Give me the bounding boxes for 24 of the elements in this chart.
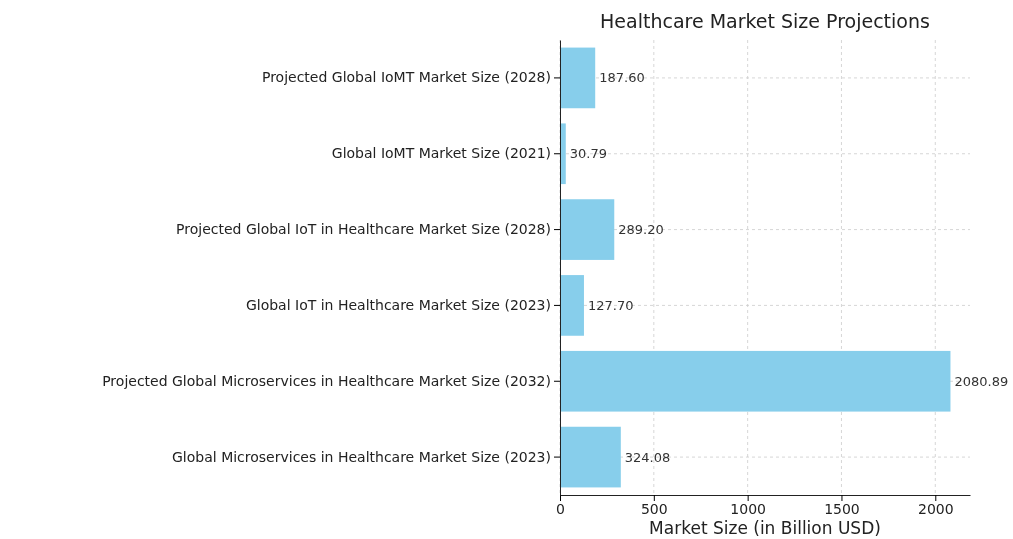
y-tick-label: Projected Global Microservices in Healthcare Market Size (2032) xyxy=(102,372,551,389)
data-label: 187.60 xyxy=(599,70,645,86)
x-tick-label: 1000 xyxy=(730,500,766,517)
data-label: 2080.89 xyxy=(954,373,1009,389)
y-tick-label: Global IoMT Market Size (2021) xyxy=(331,145,551,162)
y-tick-label: Global Microservices in Healthcare Market Size (2023) xyxy=(172,448,551,465)
y-tick-label: Projected Global IoMT Market Size (2028) xyxy=(261,69,551,86)
bar xyxy=(560,47,596,109)
data-label: 30.79 xyxy=(569,146,607,162)
chart-title: Healthcare Market Size Projections xyxy=(600,10,930,32)
bar xyxy=(560,350,951,412)
bar xyxy=(560,199,615,260)
x-axis-title: Market Size (in Billion USD) xyxy=(649,518,881,538)
x-tick-label: 1500 xyxy=(824,500,860,517)
y-tick-label: Projected Global IoT in Healthcare Market Size (2028) xyxy=(176,221,551,238)
data-label: 289.20 xyxy=(618,222,664,238)
x-tick-label: 2000 xyxy=(917,500,954,517)
bar xyxy=(560,275,584,336)
data-label: 324.08 xyxy=(624,449,671,465)
data-label: 127.70 xyxy=(587,297,634,313)
x-tick-label: 500 xyxy=(640,500,668,517)
y-tick-label: Global IoT in Healthcare Market Size (2023) xyxy=(245,296,551,313)
x-tick-label: 0 xyxy=(556,500,565,517)
bar xyxy=(560,426,621,488)
